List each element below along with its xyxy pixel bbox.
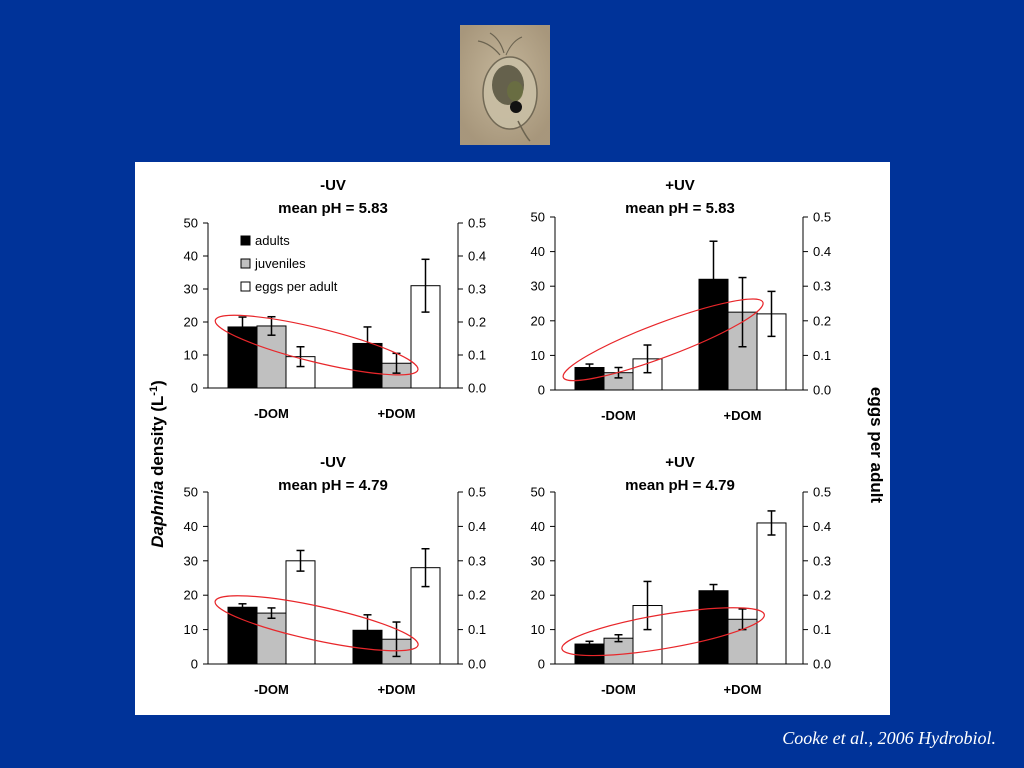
y2-tick-label: 0.0	[813, 383, 831, 398]
y2-tick-label: 0.3	[813, 553, 831, 568]
legend-swatch	[240, 258, 251, 269]
subplot-title: +UV	[665, 177, 695, 194]
citation: Cooke et al., 2006 Hydrobiol.	[782, 728, 996, 748]
y-tick-label: 10	[531, 622, 545, 637]
y2-tick-label: 0.5	[813, 485, 831, 500]
y2-tick-label: 0.4	[813, 519, 831, 534]
y-tick-label: 50	[531, 210, 545, 225]
y-tick-label: 40	[531, 244, 545, 259]
subplot-subtitle: mean pH = 4.79	[625, 477, 735, 494]
y2-tick-label: 0.0	[813, 657, 831, 672]
y-tick-label: 10	[184, 348, 198, 363]
y2-tick-label: 0.5	[468, 216, 486, 231]
y-tick-label: 50	[531, 485, 545, 500]
y2-tick-label: 0.4	[813, 244, 831, 259]
y2-axis-label: eggs per adult	[867, 387, 886, 504]
y2-tick-label: 0.4	[468, 519, 486, 534]
y-tick-label: 30	[184, 282, 198, 297]
y2-tick-label: 0.5	[468, 485, 486, 500]
highlight-ellipse	[214, 595, 419, 652]
y2-tick-label: 0.3	[813, 279, 831, 294]
x-tick-label: -DOM	[254, 406, 289, 421]
y-tick-label: 40	[184, 519, 198, 534]
subplot-subtitle: mean pH = 4.79	[278, 477, 388, 494]
x-tick-label: +DOM	[724, 408, 762, 423]
subplot-3: -UV mean pH = 4.79 0 10 20 30 40 50 0.0 0.1 0.2 0.3…	[184, 454, 487, 697]
subplot-title: -UV	[320, 454, 346, 471]
y-tick-label: 20	[184, 315, 198, 330]
legend-label: juveniles	[254, 256, 306, 271]
y-axis-label: Daphnia density (L-1)	[148, 380, 167, 548]
y2-tick-label: 0.5	[813, 210, 831, 225]
highlight-ellipse	[561, 607, 765, 657]
y2-tick-label: 0.1	[468, 622, 486, 637]
y2-tick-label: 0.1	[813, 348, 831, 363]
subplot-title: +UV	[665, 454, 695, 471]
legend-label: eggs per adult	[255, 279, 338, 294]
x-tick-label: +DOM	[378, 682, 416, 697]
subplot-2: +UV mean pH = 5.83 0 10 20 30 40 50 0.0 0.1 0.2 0.3…	[531, 177, 832, 423]
y-tick-label: 0	[191, 657, 198, 672]
y-tick-label: 20	[184, 588, 198, 603]
bar-eggs-per-adult	[756, 522, 787, 665]
y-tick-label: 50	[184, 216, 198, 231]
y-tick-label: 40	[531, 519, 545, 534]
y-tick-label: 40	[184, 249, 198, 264]
y2-tick-label: 0.4	[468, 249, 486, 264]
y2-tick-label: 0.1	[813, 622, 831, 637]
y-tick-label: 10	[531, 348, 545, 363]
bar-eggs-per-adult	[285, 356, 316, 389]
daphnia-photo	[460, 25, 550, 145]
y-tick-label: 10	[184, 622, 198, 637]
y-tick-label: 0	[538, 657, 545, 672]
y2-tick-label: 0.0	[468, 381, 486, 396]
bar-juveniles	[256, 612, 287, 665]
y-tick-label: 30	[531, 553, 545, 568]
y2-tick-label: 0.2	[468, 315, 486, 330]
y2-tick-label: 0.2	[468, 588, 486, 603]
highlight-ellipse	[214, 314, 419, 376]
x-tick-label: +DOM	[378, 406, 416, 421]
x-tick-label: -DOM	[601, 682, 636, 697]
y2-tick-label: 0.3	[468, 282, 486, 297]
bar-adults	[698, 590, 729, 665]
subplot-1: -UV mean pH = 5.83 0 10 20 30 40 50 0.0 0.1 0.2 0.3…	[184, 177, 487, 421]
y2-tick-label: 0.3	[468, 553, 486, 568]
subplot-title: -UV	[320, 177, 346, 194]
y2-tick-label: 0.2	[813, 588, 831, 603]
y-tick-label: 0	[538, 383, 545, 398]
legend-swatch	[240, 235, 251, 246]
y2-tick-label: 0.1	[468, 348, 486, 363]
y-tick-label: 30	[184, 553, 198, 568]
y-tick-label: 20	[531, 588, 545, 603]
subplot-4: +UV mean pH = 4.79 0 10 20 30 40 50 0.0 0.1 0.2 0.3…	[531, 454, 832, 697]
x-tick-label: -DOM	[601, 408, 636, 423]
y-tick-label: 50	[184, 485, 198, 500]
legend-swatch	[240, 281, 251, 292]
y-tick-label: 20	[531, 313, 545, 328]
y-tick-label: 0	[191, 381, 198, 396]
legend-label: adults	[255, 233, 290, 248]
x-tick-label: -DOM	[254, 682, 289, 697]
bar-eggs-per-adult	[285, 560, 316, 665]
subplot-subtitle: mean pH = 5.83	[278, 200, 388, 217]
y2-tick-label: 0.2	[813, 313, 831, 328]
subplot-subtitle: mean pH = 5.83	[625, 200, 735, 217]
y2-tick-label: 0.0	[468, 657, 486, 672]
highlight-ellipse	[562, 298, 764, 382]
x-tick-label: +DOM	[724, 682, 762, 697]
figure-panel: -UV mean pH = 5.83 0 10 20 30 40 50 0.0 0.1 0.2 0.3…	[135, 162, 890, 715]
y-tick-label: 30	[531, 279, 545, 294]
